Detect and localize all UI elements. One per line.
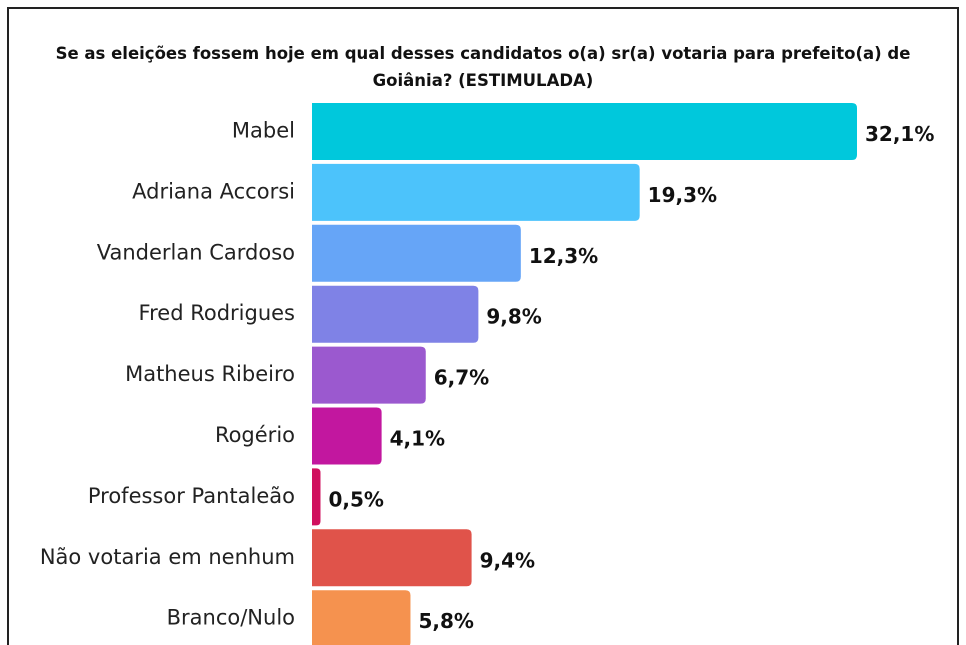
bar — [312, 285, 479, 343]
bar — [312, 590, 411, 645]
chart-title: Se as eleições fossem hoje em qual desse… — [55, 44, 911, 90]
category-label: Branco/Nulo — [167, 606, 295, 630]
bar — [312, 103, 857, 160]
category-label: Matheus Ribeiro — [125, 362, 295, 386]
value-label: 9,8% — [486, 305, 541, 329]
bar — [312, 468, 321, 526]
bar — [312, 224, 521, 282]
value-label: 32,1% — [865, 122, 934, 146]
value-label: 12,3% — [529, 244, 598, 268]
value-label: 0,5% — [328, 487, 383, 511]
bar — [312, 407, 382, 465]
value-label: 19,3% — [648, 183, 717, 207]
value-label: 4,1% — [390, 427, 445, 451]
frame — [7, 7, 959, 645]
bar — [312, 163, 640, 221]
value-label: 6,7% — [434, 366, 489, 390]
category-label: Mabel — [232, 119, 295, 143]
category-label: Adriana Accorsi — [132, 179, 295, 203]
category-label: Professor Pantaleão — [88, 484, 295, 508]
bar — [312, 529, 472, 587]
value-label: 9,4% — [480, 548, 535, 572]
category-label: Vanderlan Cardoso — [97, 240, 295, 264]
bar — [312, 346, 426, 404]
category-label: Rogério — [215, 423, 295, 447]
value-label: 5,8% — [418, 609, 473, 633]
category-label: Fred Rodrigues — [139, 301, 295, 325]
category-label: Não votaria em nenhum — [40, 545, 295, 569]
